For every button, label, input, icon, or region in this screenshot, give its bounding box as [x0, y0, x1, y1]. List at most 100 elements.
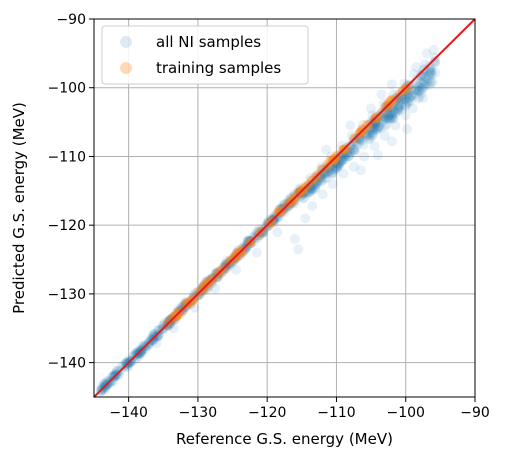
point-all-ni-327	[394, 100, 405, 111]
point-all-ni-117	[385, 108, 396, 119]
point-all-ni-162	[403, 97, 414, 108]
point-all-ni-203	[414, 86, 425, 97]
point-all-ni-554	[395, 94, 406, 105]
point-all-ni-446	[271, 212, 282, 223]
point-all-ni-432	[331, 162, 342, 173]
point-all-ni-402	[165, 318, 176, 329]
point-all-ni-119	[411, 79, 422, 90]
point-all-ni-274	[387, 110, 398, 121]
point-all-ni-279	[338, 152, 349, 163]
point-all-ni-43	[341, 148, 352, 159]
y-tick-label-4: −100	[48, 81, 86, 97]
point-all-ni-107	[239, 240, 250, 251]
point-all-ni-281	[368, 125, 379, 136]
point-all-ni-597	[316, 172, 327, 183]
point-all-ni-678	[240, 244, 251, 255]
point-all-ni-481	[285, 199, 296, 210]
point-all-ni-57	[414, 81, 425, 92]
point-all-ni-305	[305, 186, 316, 197]
point-all-ni-152	[162, 320, 173, 331]
point-all-ni-790	[111, 366, 122, 377]
point-all-ni-72	[366, 103, 377, 114]
point-all-ni-243	[179, 299, 190, 310]
point-all-ni-376	[211, 268, 222, 279]
point-all-ni-768	[140, 343, 151, 354]
point-all-ni-437	[107, 375, 118, 386]
point-all-ni-161	[121, 357, 132, 368]
point-all-ni-103	[406, 90, 417, 101]
point-all-ni-77	[289, 233, 300, 244]
point-all-ni-450	[275, 204, 286, 215]
point-all-ni-142	[327, 168, 338, 179]
point-all-ni-736	[216, 267, 227, 278]
point-all-ni-295	[202, 282, 213, 293]
point-all-ni-682	[304, 187, 315, 198]
point-training-83	[274, 206, 285, 217]
point-training-134	[386, 94, 397, 105]
point-all-ni-624	[158, 320, 169, 331]
point-all-ni-468	[386, 103, 397, 114]
point-all-ni-331	[136, 346, 147, 357]
point-all-ni-93	[386, 136, 397, 147]
point-all-ni-371	[411, 88, 422, 99]
point-all-ni-181	[242, 236, 253, 247]
point-all-ni-364	[325, 164, 336, 175]
point-all-ni-691	[371, 118, 382, 129]
point-all-ni-342	[244, 235, 255, 246]
point-all-ni-587	[378, 115, 389, 126]
point-all-ni-318	[426, 66, 437, 77]
point-all-ni-463	[382, 102, 393, 113]
point-all-ni-452	[333, 156, 344, 167]
point-all-ni-616	[108, 370, 119, 381]
point-all-ni-713	[340, 154, 351, 165]
point-all-ni-229	[302, 187, 313, 198]
point-all-ni-425	[402, 96, 413, 107]
point-all-ni-143	[392, 104, 403, 115]
point-all-ni-423	[124, 358, 135, 369]
point-all-ni-431	[168, 311, 179, 322]
point-all-ni-533	[289, 195, 300, 206]
point-all-ni-632	[314, 175, 325, 186]
point-all-ni-494	[300, 185, 311, 196]
point-all-ni-550	[188, 289, 199, 300]
point-all-ni-495	[367, 131, 378, 142]
point-all-ni-604	[369, 116, 380, 127]
point-all-ni-61	[348, 161, 359, 172]
point-all-ni-709	[378, 111, 389, 122]
point-all-ni-409	[371, 125, 382, 136]
point-all-ni-497	[292, 188, 303, 199]
point-all-ni-239	[231, 248, 242, 259]
point-all-ni-140	[335, 155, 346, 166]
point-all-ni-165	[108, 376, 119, 387]
point-all-ni-207	[416, 78, 427, 89]
point-all-ni-445	[394, 105, 405, 116]
point-all-ni-247	[371, 123, 382, 134]
point-all-ni-170	[237, 242, 248, 253]
point-all-ni-70	[407, 103, 418, 114]
point-all-ni-499	[350, 147, 361, 158]
point-all-ni-667	[232, 252, 243, 263]
point-all-ni-337	[382, 108, 393, 119]
point-all-ni-578	[164, 315, 175, 326]
point-all-ni-145	[179, 299, 190, 310]
point-all-ni-789	[289, 190, 300, 201]
point-training-88	[180, 299, 191, 310]
point-all-ni-574	[239, 245, 250, 256]
point-all-ni-656	[268, 215, 279, 226]
point-all-ni-721	[337, 155, 348, 166]
point-all-ni-675	[380, 121, 391, 132]
point-all-ni-786	[386, 111, 397, 122]
point-all-ni-111	[401, 83, 412, 94]
point-all-ni-68	[390, 120, 401, 131]
point-all-ni-13	[185, 298, 196, 309]
point-all-ni-449	[355, 134, 366, 145]
point-all-ni-524	[384, 109, 395, 120]
point-all-ni-218	[400, 101, 411, 112]
point-all-ni-599	[367, 125, 378, 136]
point-all-ni-664	[337, 148, 348, 159]
identity-line	[93, 18, 476, 398]
point-all-ni-232	[340, 151, 351, 162]
point-training-44	[357, 124, 368, 135]
point-all-ni-448	[100, 377, 111, 388]
point-all-ni-531	[111, 365, 122, 376]
